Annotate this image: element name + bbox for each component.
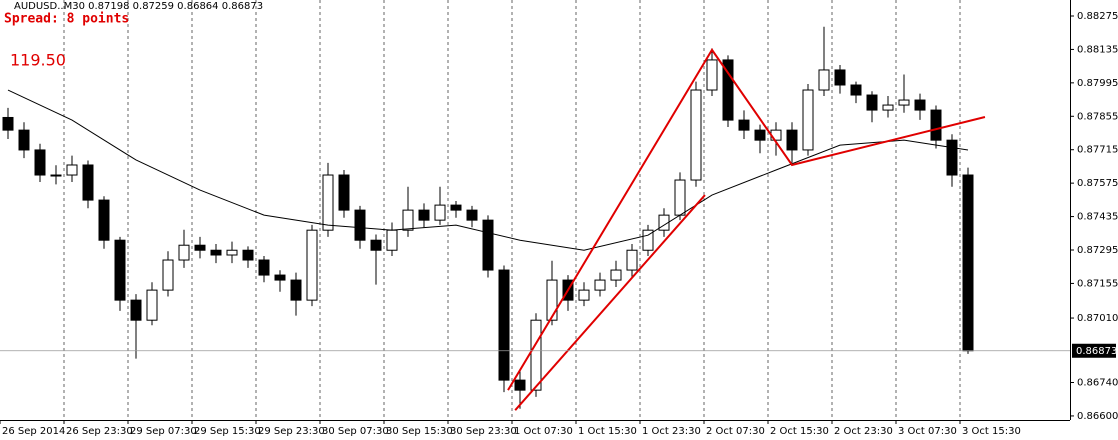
y-tick-label: 0.87855 xyxy=(1077,111,1118,122)
candle-body xyxy=(642,229,654,251)
candle-body xyxy=(658,214,670,231)
candle-body xyxy=(850,84,862,96)
x-tick-label: 1 Oct 23:30 xyxy=(642,426,701,437)
candle-body xyxy=(498,269,510,381)
candle-body xyxy=(2,116,14,131)
candle-body xyxy=(578,289,590,301)
candle-body xyxy=(162,259,174,291)
candle-body xyxy=(98,199,110,241)
y-tick-label: 0.88135 xyxy=(1077,44,1118,55)
candle-body xyxy=(914,99,926,111)
candle-body xyxy=(338,174,350,211)
candle-body xyxy=(754,129,766,141)
candle-body xyxy=(418,209,430,221)
candle-body xyxy=(898,99,910,106)
candle-body xyxy=(722,59,734,121)
candle-body xyxy=(626,249,638,271)
x-tick-label: 1 Oct 15:30 xyxy=(578,426,637,437)
candle-body xyxy=(930,109,942,141)
y-tick-label: 0.87295 xyxy=(1077,245,1118,256)
current-price-label: 0.86873 xyxy=(1076,346,1117,357)
candle-body xyxy=(146,289,158,321)
candle-body xyxy=(210,249,222,256)
candle-body xyxy=(786,129,798,151)
candle-body xyxy=(274,274,286,281)
candle-body xyxy=(882,104,894,111)
candle-body xyxy=(946,139,958,176)
current-price-box xyxy=(1072,343,1116,358)
x-tick-label: 1 Oct 07:30 xyxy=(514,426,573,437)
candle-body xyxy=(690,89,702,181)
x-tick-label: 2 Oct 15:30 xyxy=(770,426,829,437)
candle-body xyxy=(18,129,30,151)
candle-body xyxy=(706,59,718,91)
x-tick-label: 3 Oct 07:30 xyxy=(898,426,957,437)
candle-body xyxy=(834,69,846,86)
candle-body xyxy=(322,174,334,231)
trendline xyxy=(507,48,986,391)
candle-body xyxy=(50,174,62,177)
y-tick-label: 0.87155 xyxy=(1077,278,1118,289)
candle-body xyxy=(450,204,462,211)
candle-body xyxy=(962,174,974,352)
x-tick-label: 30 Sep 07:30 xyxy=(322,426,389,437)
candle-body xyxy=(130,299,142,321)
y-tick-label: 0.86600 xyxy=(1077,411,1118,422)
y-tick-label: 0.88275 xyxy=(1077,11,1118,22)
x-tick-label: 26 Sep 23:30 xyxy=(66,426,133,437)
candle-body xyxy=(802,89,814,151)
candle-body xyxy=(546,279,558,321)
x-tick-label: 30 Sep 15:30 xyxy=(386,426,453,437)
y-tick-label: 0.87995 xyxy=(1077,78,1118,89)
x-tick-label: 29 Sep 07:30 xyxy=(130,426,197,437)
candle-body xyxy=(530,319,542,391)
x-tick-label: 3 Oct 15:30 xyxy=(962,426,1021,437)
candle-body xyxy=(178,244,190,261)
x-tick-label: 2 Oct 23:30 xyxy=(834,426,893,437)
candle-body xyxy=(674,179,686,216)
y-tick-label: 0.87010 xyxy=(1077,313,1118,324)
candle-body xyxy=(370,239,382,251)
chart-title: AUDUSD..M30 0.87198 0.87259 0.86864 0.86… xyxy=(14,1,263,12)
candle-body xyxy=(482,219,494,271)
candle-body xyxy=(290,279,302,301)
x-tick-label: 26 Sep 2014 xyxy=(2,426,65,437)
candle-body xyxy=(434,204,446,221)
y-tick-label: 0.87575 xyxy=(1077,178,1118,189)
candle-body xyxy=(194,244,206,251)
y-tick-label: 0.86740 xyxy=(1077,378,1118,389)
value-annotation: 119.50 xyxy=(10,51,66,70)
candle-body xyxy=(818,69,830,91)
spread-label: Spread: 8 points xyxy=(4,12,129,27)
candle-body xyxy=(610,269,622,281)
candle-body xyxy=(466,209,478,221)
y-tick-label: 0.87435 xyxy=(1077,212,1118,223)
candle-body xyxy=(82,164,94,201)
candle-body xyxy=(402,209,414,231)
candle-body xyxy=(34,149,46,176)
trendline xyxy=(514,194,706,411)
candle-body xyxy=(866,94,878,111)
candle-body xyxy=(514,379,526,391)
candle-body xyxy=(354,209,366,241)
candle-body xyxy=(738,119,750,131)
candle-body xyxy=(226,249,238,256)
x-tick-label: 30 Sep 23:30 xyxy=(450,426,517,437)
plot-area xyxy=(0,0,1070,420)
candle-body xyxy=(258,259,270,276)
y-tick-label: 0.87715 xyxy=(1077,145,1118,156)
candle-body xyxy=(242,249,254,261)
candle-body xyxy=(386,229,398,251)
x-tick-label: 29 Sep 23:30 xyxy=(258,426,325,437)
candle-body xyxy=(594,279,606,291)
moving-average xyxy=(7,89,969,251)
x-tick-label: 29 Sep 15:30 xyxy=(194,426,261,437)
x-tick-label: 2 Oct 07:30 xyxy=(706,426,765,437)
candle-body xyxy=(66,164,78,176)
candle-body xyxy=(306,229,318,301)
candle-body xyxy=(114,239,126,301)
